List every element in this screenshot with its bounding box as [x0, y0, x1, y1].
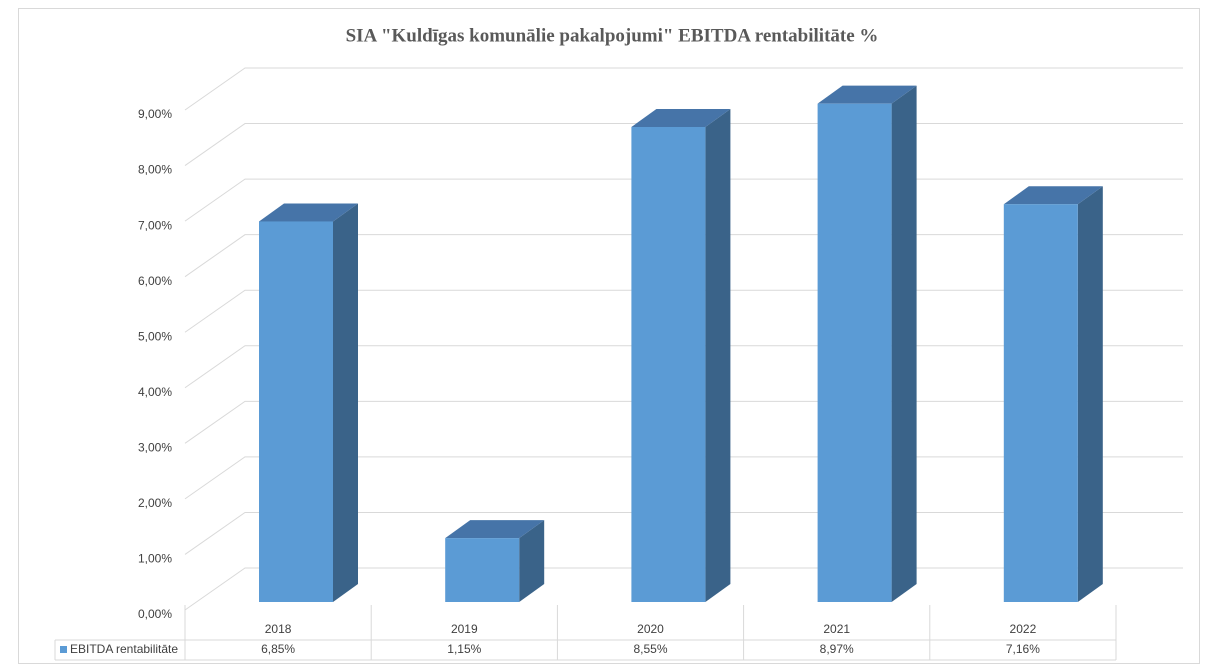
y-tick-label: 5,00%: [138, 329, 172, 343]
table-value: 6,85%: [261, 642, 295, 656]
y-tick-label: 4,00%: [138, 385, 172, 399]
table-value: 7,16%: [1006, 642, 1040, 656]
x-tick-label: 2021: [823, 622, 850, 636]
bar-side: [705, 109, 731, 602]
bar-top: [1003, 186, 1103, 205]
y-tick-label: 0,00%: [138, 607, 172, 621]
bar-side: [519, 520, 545, 602]
bar-top: [259, 203, 358, 222]
bar: [817, 103, 892, 603]
bar-side: [333, 203, 358, 602]
y-tick-label: 7,00%: [138, 218, 172, 232]
bar-side: [891, 85, 917, 602]
bar: [631, 127, 706, 602]
y-tick-label: 9,00%: [138, 107, 172, 121]
x-tick-label: 2020: [637, 622, 664, 636]
y-tick-label: 3,00%: [138, 441, 172, 455]
table-value: 8,55%: [633, 642, 667, 656]
bar: [1003, 204, 1078, 602]
bar-top: [631, 109, 731, 127]
x-tick-label: 2022: [1010, 622, 1037, 636]
y-tick-label: 1,00%: [138, 552, 172, 566]
bar: [259, 221, 333, 602]
x-tick-label: 2018: [265, 622, 292, 636]
y-tick-label: 6,00%: [138, 274, 172, 288]
bar-side: [1077, 186, 1103, 602]
legend-swatch: [60, 646, 67, 653]
bar: [445, 538, 520, 602]
chart-frame: [18, 8, 1200, 664]
y-tick-label: 8,00%: [138, 163, 172, 177]
x-tick-label: 2019: [451, 622, 478, 636]
bar-top: [817, 85, 917, 104]
grid-line: [184, 67, 1183, 111]
table-value: 1,15%: [447, 642, 481, 656]
y-tick-label: 2,00%: [138, 496, 172, 510]
table-value: 8,97%: [820, 642, 854, 656]
bar-top: [445, 520, 545, 539]
legend-label: EBITDA rentabilitāte: [70, 642, 178, 656]
chart-title: SIA "Kuldīgas komunālie pakalpojumi" EBI…: [346, 25, 879, 46]
